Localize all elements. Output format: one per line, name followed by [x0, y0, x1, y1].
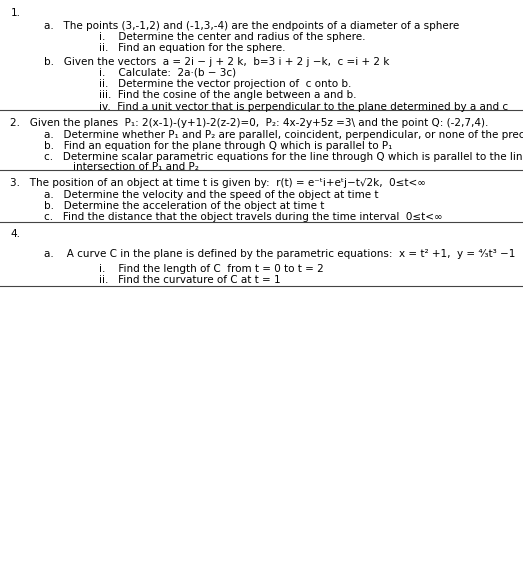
Text: iv.  Find a unit vector that is perpendicular to the plane determined by a and c: iv. Find a unit vector that is perpendic…: [99, 102, 508, 112]
Text: b.   Given the vectors  a = 2i − j + 2 k,  b=3 i + 2 j −k,  c =i + 2 k: b. Given the vectors a = 2i − j + 2 k, b…: [44, 57, 390, 67]
Text: c.   Find the distance that the object travels during the time interval  0≤t<∞: c. Find the distance that the object tra…: [44, 212, 443, 222]
Text: a.    A curve C in the plane is defined by the parametric equations:  x = t² +1,: a. A curve C in the plane is defined by …: [44, 249, 516, 259]
Text: ii.   Find the curvature of C at t = 1: ii. Find the curvature of C at t = 1: [99, 275, 281, 285]
Text: a.   Determine the velocity and the speed of the object at time t: a. Determine the velocity and the speed …: [44, 190, 379, 200]
Text: i.    Find the length of C  from t = 0 to t = 2: i. Find the length of C from t = 0 to t …: [99, 264, 324, 274]
Text: intersection of P₁ and P₂: intersection of P₁ and P₂: [73, 162, 199, 172]
Text: b.   Determine the acceleration of the object at time t: b. Determine the acceleration of the obj…: [44, 201, 325, 211]
Text: b.   Find an equation for the plane through Q which is parallel to P₁: b. Find an equation for the plane throug…: [44, 141, 393, 151]
Text: ii.   Determine the vector projection of  c onto b.: ii. Determine the vector projection of c…: [99, 79, 352, 89]
Text: 1.: 1.: [10, 8, 20, 19]
Text: 3.   The position of an object at time t is given by:  r(t) = e⁻ᵗi+eᵗj−t√2k,  0≤: 3. The position of an object at time t i…: [10, 178, 426, 188]
Text: ii.   Find an equation for the sphere.: ii. Find an equation for the sphere.: [99, 43, 286, 53]
Text: c.   Determine scalar parametric equations for the line through Q which is paral: c. Determine scalar parametric equations…: [44, 152, 523, 162]
Text: iii.  Find the cosine of the angle between a and b.: iii. Find the cosine of the angle betwee…: [99, 90, 357, 100]
Text: 2.   Given the planes  P₁: 2(x-1)-(y+1)-2(z-2)=0,  P₂: 4x-2y+5z =3\ and the poin: 2. Given the planes P₁: 2(x-1)-(y+1)-2(z…: [10, 118, 489, 128]
Text: 4.: 4.: [10, 229, 20, 240]
Text: i.    Determine the center and radius of the sphere.: i. Determine the center and radius of th…: [99, 32, 366, 42]
Text: a.   Determine whether P₁ and P₂ are parallel, coincident, perpendicular, or non: a. Determine whether P₁ and P₂ are paral…: [44, 130, 523, 140]
Text: i.    Calculate:  2a·(b − 3c): i. Calculate: 2a·(b − 3c): [99, 68, 236, 78]
Text: a.   The points (3,-1,2) and (-1,3,-4) are the endpoints of a diameter of a sphe: a. The points (3,-1,2) and (-1,3,-4) are…: [44, 21, 460, 31]
